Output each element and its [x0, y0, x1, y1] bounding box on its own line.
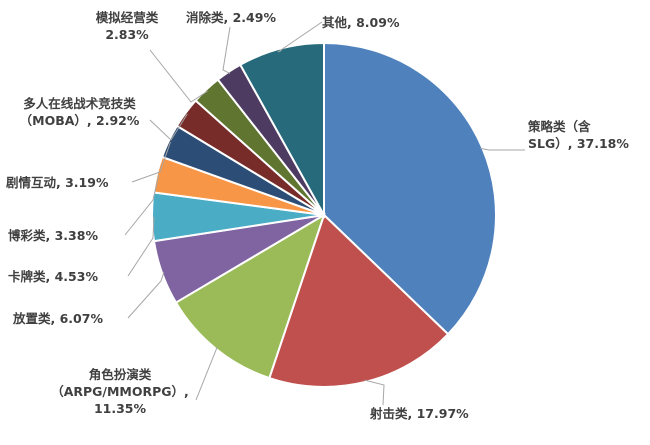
label-moba-line2: （MOBA）, 2.92% [19, 113, 140, 128]
label-other-line1: 其他, 8.09% [322, 15, 400, 30]
label-sim-line2: 2.83% [105, 27, 149, 42]
label-sim: 模拟经营类 2.83% [72, 9, 182, 43]
label-story-line1: 剧情互动, 3.19% [6, 175, 109, 190]
label-sim-line1: 模拟经营类 [95, 10, 159, 25]
label-gambling-line1: 博彩类, 3.38% [8, 228, 98, 243]
label-rpg-line2: （ARPG/MMORPG）, [51, 384, 189, 399]
leader-line-4 [127, 216, 155, 277]
label-card: 卡牌类, 4.53% [8, 268, 98, 285]
leader-line-9 [222, 26, 231, 74]
label-strategy: 策略类（含 SLG）, 37.18% [528, 118, 629, 152]
label-rpg-line3: 11.35% [93, 401, 147, 416]
label-rpg: 角色扮演类 （ARPG/MMORPG）, 11.35% [50, 366, 190, 417]
label-card-line1: 卡牌类, 4.53% [8, 269, 98, 284]
leader-lines [124, 21, 525, 406]
pie-slice-2 [174, 212, 326, 380]
label-shooter: 射击类, 17.97% [370, 405, 469, 422]
label-idle-line1: 放置类, 6.07% [13, 311, 103, 326]
pie-slice-0 [323, 41, 497, 336]
label-match3-line1: 消除类, 2.49% [186, 10, 276, 25]
label-rpg-line1: 角色扮演类 [88, 367, 152, 382]
leader-line-10 [277, 21, 323, 53]
label-moba-line1: 多人在线战术竞技类 [23, 96, 136, 111]
leader-line-0 [480, 147, 525, 151]
label-idle: 放置类, 6.07% [13, 310, 103, 327]
label-match3: 消除类, 2.49% [186, 9, 276, 26]
leader-line-1 [364, 379, 385, 406]
pie-slice-10 [238, 41, 325, 219]
label-other: 其他, 8.09% [322, 14, 399, 31]
label-shooter-line1: 射击类, 17.97% [370, 406, 469, 421]
leader-line-2 [195, 347, 218, 401]
pie-slices [151, 41, 497, 388]
leader-line-6 [131, 141, 171, 183]
leader-line-7 [149, 113, 188, 141]
label-gambling: 博彩类, 3.38% [8, 227, 98, 244]
label-strategy-line2: SLG）, 37.18% [528, 136, 629, 151]
leader-line-3 [127, 272, 165, 319]
leader-line-8 [149, 49, 208, 103]
label-story: 剧情互动, 3.19% [6, 174, 108, 191]
pie-slice-1 [268, 213, 450, 388]
leader-line-5 [124, 174, 160, 236]
label-strategy-line1: 策略类（含 [528, 119, 591, 134]
label-moba: 多人在线战术竞技类 （MOBA）, 2.92% [2, 95, 157, 129]
